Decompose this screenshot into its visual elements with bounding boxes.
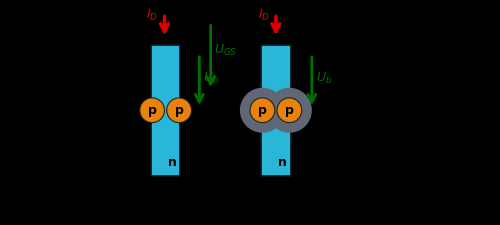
- Circle shape: [250, 98, 275, 123]
- Circle shape: [167, 98, 192, 123]
- Circle shape: [277, 98, 302, 123]
- Text: p: p: [285, 104, 294, 117]
- Text: p: p: [258, 104, 267, 117]
- Bar: [151, 45, 180, 176]
- Text: n: n: [278, 155, 287, 169]
- Text: $U_b$: $U_b$: [203, 71, 220, 86]
- Circle shape: [140, 98, 164, 123]
- Text: n: n: [168, 155, 177, 169]
- Text: p: p: [148, 104, 156, 117]
- Circle shape: [267, 88, 312, 133]
- Circle shape: [240, 88, 285, 133]
- Text: $I_D$: $I_D$: [258, 8, 270, 23]
- Text: $U_b$: $U_b$: [316, 71, 332, 86]
- Bar: [262, 45, 290, 176]
- Text: $U_{GS}$: $U_{GS}$: [214, 43, 237, 58]
- Text: $I_D$: $I_D$: [146, 8, 158, 23]
- Text: p: p: [174, 104, 184, 117]
